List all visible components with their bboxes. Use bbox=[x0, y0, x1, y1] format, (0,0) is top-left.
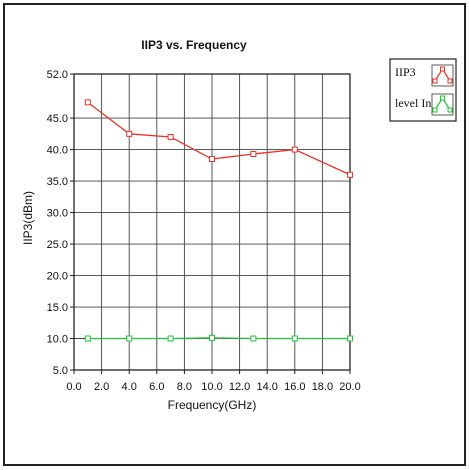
data-point-iip3 bbox=[126, 130, 133, 137]
legend-marker bbox=[440, 66, 445, 72]
legend: IIP3 level In bbox=[389, 58, 457, 122]
data-point-level-in bbox=[167, 335, 174, 342]
x-tick-label: 18.0 bbox=[312, 381, 333, 393]
data-point-iip3 bbox=[209, 156, 215, 163]
y-tick-label: 5.0 bbox=[53, 365, 68, 377]
y-tick-label: 30.0 bbox=[47, 208, 68, 220]
data-point-iip3 bbox=[347, 171, 353, 178]
legend-label: level In bbox=[395, 96, 431, 110]
y-tick-label: 10.0 bbox=[47, 334, 68, 346]
data-point-iip3 bbox=[291, 146, 298, 153]
data-point-level-in bbox=[126, 335, 133, 342]
legend-label: IIP3 bbox=[395, 65, 416, 79]
data-point-level-in bbox=[291, 335, 298, 342]
x-tick-label: 0.0 bbox=[66, 381, 81, 393]
x-tick-label: 2.0 bbox=[94, 381, 109, 393]
data-point-level-in bbox=[250, 335, 257, 342]
data-point-level-in bbox=[209, 334, 215, 341]
x-tick-label: 8.0 bbox=[177, 381, 192, 393]
y-tick-label: 25.0 bbox=[47, 239, 68, 251]
plot-area: 0.0 2.0 4.0 6.0 8.0 10.0 12.0 14.0 16.0 18.0 20.0 5… bbox=[47, 69, 361, 393]
y-tick-label: 40.0 bbox=[47, 145, 68, 157]
x-tick-label: 10.0 bbox=[201, 381, 222, 393]
x-tick-label: 12.0 bbox=[229, 381, 250, 393]
x-axis-title: Frequency(GHz) bbox=[168, 398, 257, 412]
data-point-level-in bbox=[84, 335, 91, 342]
data-point-level-in bbox=[347, 335, 353, 342]
chart-title: IIP3 vs. Frequency bbox=[141, 38, 247, 52]
x-tick-label: 16.0 bbox=[284, 381, 305, 393]
x-tick-label: 6.0 bbox=[149, 381, 164, 393]
x-tick-label: 4.0 bbox=[122, 381, 137, 393]
chart-svg: IIP3 vs. Frequency 0.0 2.0 4.0 6.0 8.0 10.0 12… bbox=[21, 38, 457, 412]
y-axis-title: IIP3(dBm) bbox=[21, 191, 35, 245]
x-tick-label: 14.0 bbox=[256, 381, 277, 393]
plot-border bbox=[73, 73, 351, 371]
legend-marker bbox=[432, 78, 438, 84]
y-tick-label: 20.0 bbox=[47, 271, 68, 283]
data-point-iip3 bbox=[167, 133, 174, 140]
y-tick-label: 15.0 bbox=[47, 302, 68, 314]
y-tick-label: 35.0 bbox=[47, 176, 68, 188]
x-tick-label: 20.0 bbox=[339, 381, 360, 393]
legend-marker bbox=[440, 95, 445, 101]
data-point-iip3 bbox=[250, 150, 257, 157]
legend-marker bbox=[447, 78, 453, 84]
y-tick-label: 52.0 bbox=[47, 69, 68, 81]
legend-marker bbox=[447, 107, 453, 113]
chart-frame: IIP3 vs. Frequency 0.0 2.0 4.0 6.0 8.0 10.0 12… bbox=[3, 3, 466, 466]
y-tick-label: 45.0 bbox=[47, 113, 68, 125]
legend-marker bbox=[432, 107, 438, 113]
data-point-iip3 bbox=[84, 99, 91, 106]
